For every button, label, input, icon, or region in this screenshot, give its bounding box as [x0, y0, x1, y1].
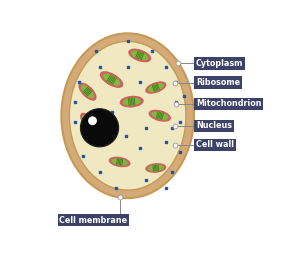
Ellipse shape [148, 83, 164, 92]
Text: Nucleus: Nucleus [196, 121, 232, 130]
Ellipse shape [82, 115, 93, 129]
Ellipse shape [111, 158, 128, 166]
Ellipse shape [131, 51, 148, 60]
Ellipse shape [69, 41, 186, 190]
Ellipse shape [109, 157, 130, 167]
Text: Cytoplasm: Cytoplasm [196, 59, 244, 68]
Ellipse shape [128, 49, 151, 62]
Ellipse shape [123, 98, 141, 106]
Ellipse shape [103, 73, 120, 86]
Ellipse shape [145, 163, 166, 173]
Ellipse shape [78, 82, 97, 101]
Ellipse shape [149, 110, 171, 122]
Ellipse shape [100, 71, 123, 88]
Circle shape [88, 116, 97, 125]
Text: Ribosome: Ribosome [196, 78, 240, 87]
Ellipse shape [80, 113, 95, 131]
Ellipse shape [151, 111, 168, 120]
Circle shape [81, 109, 119, 147]
Ellipse shape [120, 96, 144, 108]
Text: Mitochondrion: Mitochondrion [196, 99, 261, 108]
Ellipse shape [61, 33, 194, 198]
Ellipse shape [148, 165, 164, 171]
Text: Cell wall: Cell wall [196, 140, 234, 149]
Ellipse shape [145, 81, 166, 94]
Text: Cell membrane: Cell membrane [59, 216, 127, 225]
Ellipse shape [81, 85, 94, 98]
